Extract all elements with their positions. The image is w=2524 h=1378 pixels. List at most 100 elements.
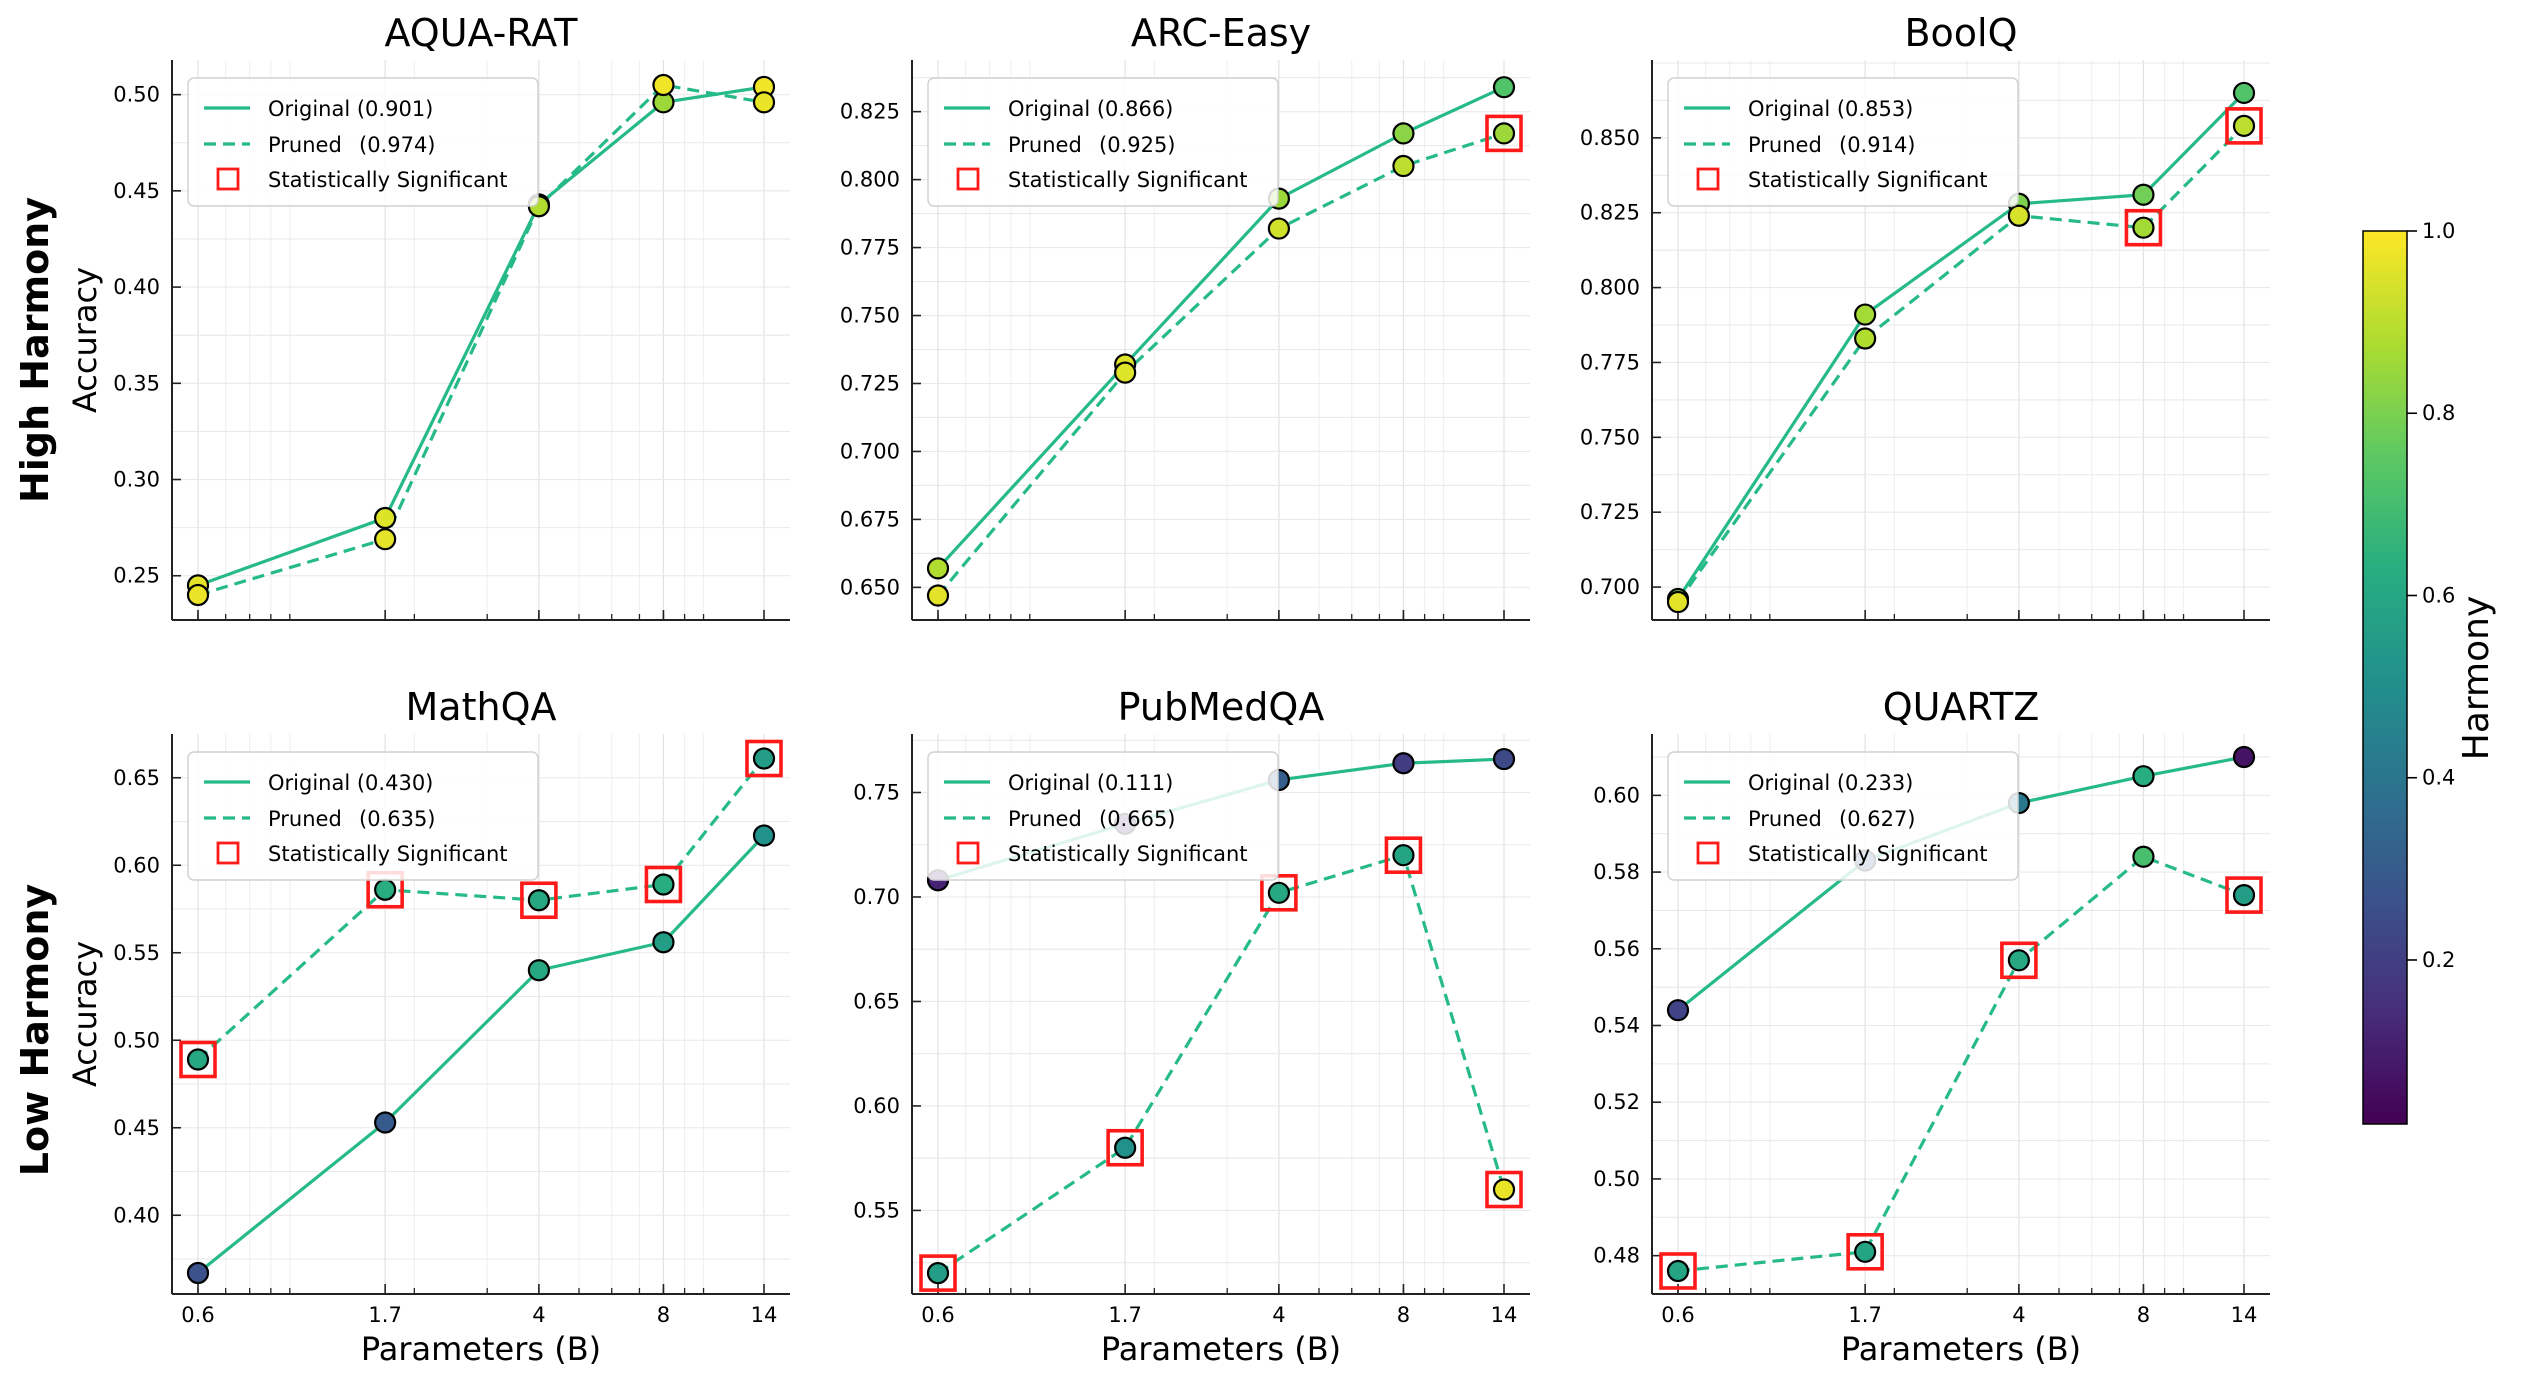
subplot-boolq: 0.700 0.725 0.750 0.775 0.800 0.825 0.850 BoolQ…: [1580, 11, 2270, 621]
data-point-original: [752, 824, 776, 847]
x-tick-label: 14: [2231, 1303, 2258, 1327]
x-tick-label: 1.7: [1108, 1303, 1141, 1327]
data-point-pruned: [1267, 217, 1290, 240]
data-point-pruned: [926, 1262, 950, 1285]
row-label-low-harmony: Low Harmony: [13, 884, 57, 1177]
legend-score-pruned: (0.665): [1099, 807, 1176, 831]
subplot-grid: 0.25 0.30 0.35 0.40 0.45 0.50 AQUA-RAT Accuracy…: [66, 11, 2270, 1368]
significance-box: [2000, 941, 2038, 980]
data-point-pruned: [1114, 361, 1137, 384]
y-tick-label: 0.700: [1580, 575, 1640, 599]
data-point-original: [1854, 303, 1877, 326]
legend-label-significant: Statistically Significant: [1748, 168, 1988, 192]
legend: Original (0.853)Pruned (0.914)Statistical…: [1667, 77, 2019, 207]
subplot-quartz: 0.48 0.50 0.52 0.54 0.56 0.58 0.60 0.6 1.7 4 8 14 QU…: [1593, 685, 2270, 1368]
legend-score-pruned: (0.914): [1839, 133, 1916, 157]
colorbar-gradient: [2362, 230, 2408, 1125]
legend-label-significant: Statistically Significant: [268, 842, 508, 866]
y-tick-label: 0.55: [113, 941, 160, 965]
significance-box: [520, 881, 558, 920]
colorbar-tick-label: 1.0: [2422, 219, 2455, 243]
significance-box: [1106, 1128, 1144, 1167]
legend-score-original: (0.866): [1090, 97, 1173, 121]
y-tick-label: 0.825: [1580, 201, 1640, 225]
x-tick-label: 4: [1272, 1303, 1285, 1327]
data-point-original: [374, 506, 397, 530]
x-axis-label: Parameters (B): [1841, 1330, 2081, 1368]
y-tick-label: 0.25: [113, 564, 160, 588]
y-tick-label: 0.60: [853, 1094, 900, 1118]
y-tick-label: 0.54: [1593, 1014, 1640, 1038]
data-point-original: [374, 1111, 397, 1134]
legend-frame: [1667, 77, 2019, 207]
x-tick-label: 1.7: [1848, 1303, 1881, 1327]
legend-score-pruned: (0.635): [359, 807, 436, 831]
subplot-pubmedqa: 0.55 0.60 0.65 0.70 0.75 0.6 1.7 4 8 14 PubMedQA Pa…: [853, 685, 1530, 1368]
y-tick-label: 0.30: [113, 468, 160, 492]
legend-label-original: Original (0.853): [1748, 97, 1913, 121]
legend-swatch-significant: [216, 841, 240, 865]
x-tick-label: 0.6: [921, 1303, 954, 1327]
legend-swatch-significant: [956, 167, 980, 191]
x-tick-label: 4: [2012, 1303, 2025, 1327]
y-tick-label: 0.52: [1593, 1090, 1640, 1114]
y-tick-label: 0.825: [840, 100, 900, 124]
data-point-pruned: [1114, 1136, 1137, 1159]
data-point-pruned: [2232, 883, 2256, 907]
data-point-pruned: [1492, 122, 1516, 145]
legend: Original (0.901)Pruned (0.974)Statistical…: [187, 77, 539, 207]
legend: Original (0.233)Pruned (0.627)Statistical…: [1667, 751, 2019, 881]
colorbar-tick-label: 0.2: [2422, 948, 2455, 972]
data-point-pruned: [652, 873, 675, 896]
y-tick-label: 0.50: [113, 83, 160, 107]
data-point-original: [2132, 183, 2155, 206]
y-tick-label: 0.775: [1580, 350, 1640, 374]
x-tick-label: 0.6: [181, 1303, 214, 1327]
legend-label-original: Original (0.111): [1008, 771, 1173, 795]
y-tick-label: 0.48: [1593, 1244, 1640, 1268]
significance-box: [1384, 836, 1423, 874]
data-point-pruned: [374, 528, 397, 551]
y-tick-label: 0.60: [1593, 783, 1640, 807]
grid: [912, 734, 1530, 1294]
data-point-pruned: [1854, 327, 1877, 350]
subplot-title: ARC-Easy: [1131, 11, 1311, 55]
data-point-original: [2232, 81, 2256, 105]
legend-label-significant: Statistically Significant: [1008, 168, 1248, 192]
y-tick-label: 0.58: [1593, 860, 1640, 884]
data-point-pruned: [2132, 845, 2155, 868]
y-tick-label: 0.70: [853, 885, 900, 909]
data-point-pruned: [1666, 590, 1690, 614]
subplot-title: MathQA: [406, 685, 557, 729]
colorbar-tick-label: 0.4: [2422, 766, 2455, 790]
y-tick-label: 0.850: [1580, 126, 1640, 150]
data-point-pruned: [2007, 204, 2030, 227]
x-tick-label: 8: [657, 1303, 670, 1327]
data-point-original: [1392, 122, 1415, 145]
legend-frame: [927, 77, 1279, 207]
legend-score-original: (0.111): [1090, 771, 1173, 795]
legend-label-significant: Statistically Significant: [268, 168, 508, 192]
significance-box: [2124, 208, 2163, 247]
subplot-title: QUARTZ: [1883, 685, 2040, 729]
x-tick-label: 14: [1491, 1303, 1518, 1327]
data-point-pruned: [752, 747, 776, 770]
y-tick-label: 0.750: [1580, 425, 1640, 449]
subplot-aqua-rat: 0.25 0.30 0.35 0.40 0.45 0.50 AQUA-RAT Accuracy…: [66, 11, 790, 621]
data-point-pruned: [926, 584, 950, 607]
legend-swatch-significant: [956, 841, 980, 865]
y-tick-label: 0.40: [113, 1203, 160, 1227]
legend: Original (0.430)Pruned (0.635)Statistical…: [187, 751, 539, 881]
colorbar-tick-label: 0.6: [2422, 583, 2455, 607]
y-tick-label: 0.65: [853, 989, 900, 1013]
legend-score-original: (0.430): [350, 771, 433, 795]
y-tick-label: 0.45: [113, 179, 160, 203]
data-point-original: [186, 1261, 210, 1285]
legend-score-original: (0.233): [1830, 771, 1913, 795]
y-tick-label: 0.60: [113, 853, 160, 877]
legend: Original (0.111)Pruned (0.665)Statistical…: [927, 751, 1279, 881]
y-tick-label: 0.50: [113, 1028, 160, 1052]
y-tick-label: 0.675: [840, 507, 900, 531]
legend-swatch-significant: [1696, 841, 1720, 865]
